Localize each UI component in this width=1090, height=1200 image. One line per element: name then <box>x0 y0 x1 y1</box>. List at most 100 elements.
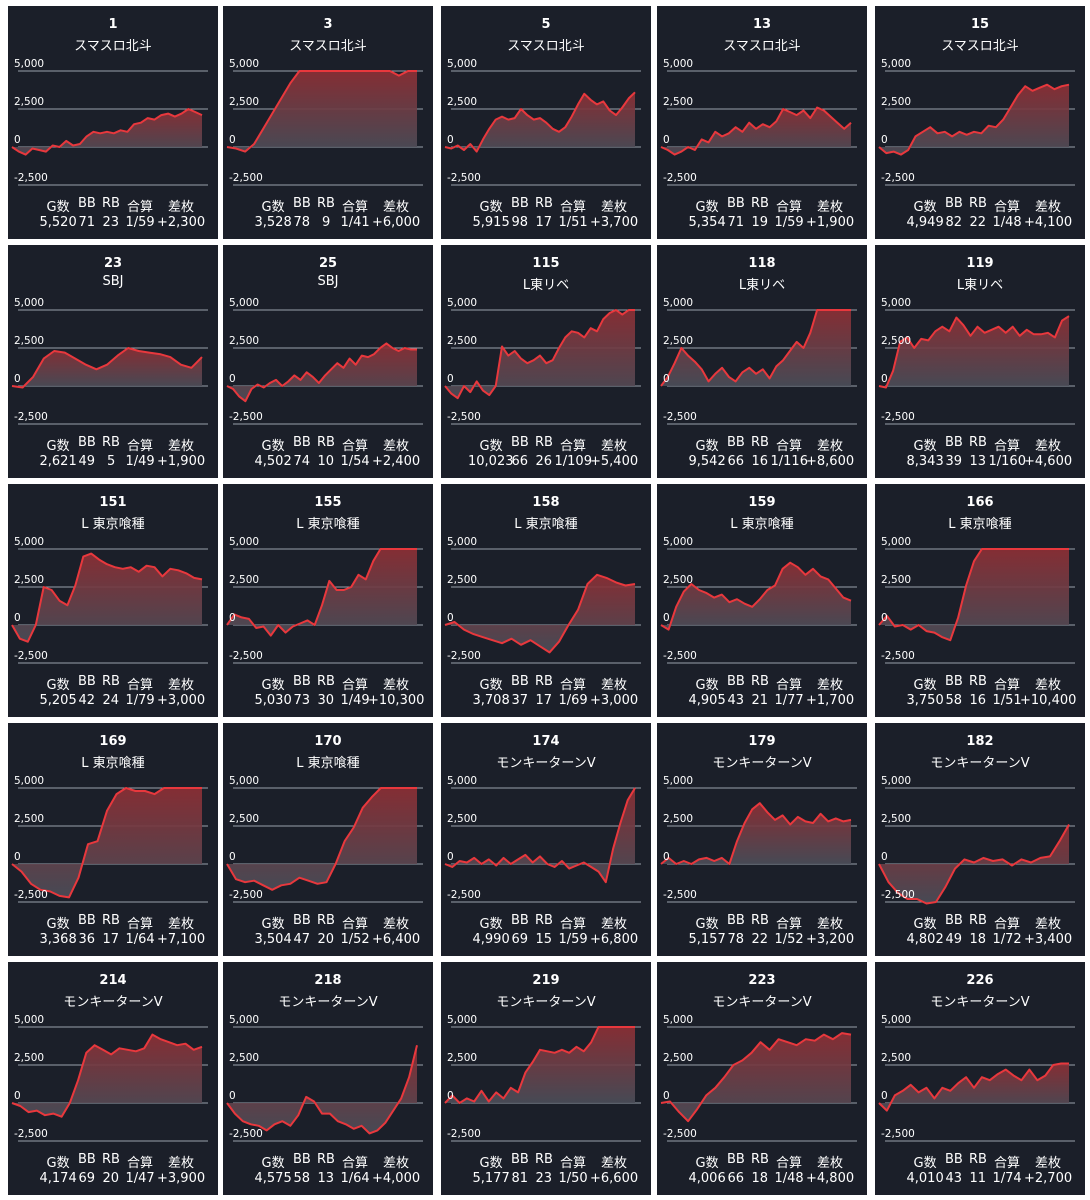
machine-card[interactable]: 115 L東リベ 5,000 2,500 0 -2,500 G数 10,023 BB 66 RB 26… <box>441 245 651 478</box>
machine-card[interactable]: 218 モンキーターンV 5,000 2,500 0 -2,500 G数 4,575 BB 58 R… <box>223 962 433 1195</box>
machine-card[interactable]: 169 L 東京喰種 5,000 2,500 0 -2,500 G数 3,368 BB 36 RB 1… <box>8 723 218 956</box>
diff-line <box>878 1062 1069 1112</box>
stat-value-diff: +10,400 <box>1020 693 1077 708</box>
machine-card[interactable]: 151 L 東京喰種 5,000 2,500 0 -2,500 G数 5,205 BB 42 RB 2… <box>8 484 218 717</box>
stat-value-combined: 1/51 <box>992 693 1022 708</box>
diff-line <box>660 309 851 387</box>
machine-number: 15 <box>970 17 990 32</box>
stat-value-diff: +2,700 <box>1024 1171 1073 1186</box>
stats-table: G数 4,990 BB 69 RB 15 合算 1/59 差枚 +6,800 <box>441 723 651 956</box>
y-tick-label: 5,000 <box>663 297 693 309</box>
machine-card[interactable]: 159 L 東京喰種 5,000 2,500 0 -2,500 G数 4,905 BB 43 RB 2… <box>657 484 867 717</box>
stat-value-combined: 1/64 <box>340 1171 370 1186</box>
y-tick-label: 2,500 <box>14 813 44 825</box>
stat-value-bb: 43 <box>945 1171 963 1186</box>
stats-table: G数 4,010 BB 43 RB 11 合算 1/74 差枚 +2,700 <box>875 962 1085 1195</box>
machine-card[interactable]: 226 モンキーターンV 5,000 2,500 0 -2,500 G数 4,010 BB 43 R… <box>875 962 1085 1195</box>
machine-card[interactable]: 25 SBJ 5,000 2,500 0 -2,500 G数 4,502 BB 74 RB 10 合算 1… <box>223 245 433 478</box>
stat-header-g: G数 <box>46 439 70 454</box>
stat-header-diff: 差枚 <box>383 917 410 932</box>
machine-number: 223 <box>748 973 776 988</box>
stat-value-bb: 49 <box>78 454 96 469</box>
machine-card[interactable]: 158 L 東京喰種 5,000 2,500 0 -2,500 G数 3,708 BB 37 RB 1… <box>441 484 651 717</box>
stat-header-combined: 合算 <box>560 678 587 693</box>
machine-name: L 東京喰種 <box>296 756 360 771</box>
stat-header-combined: 合算 <box>776 917 803 932</box>
diff-chart: 5,000 2,500 0 -2,500 <box>11 297 208 425</box>
stat-value-rb: 17 <box>102 932 120 947</box>
stat-header-bb: BB <box>727 674 745 689</box>
stat-header-combined: 合算 <box>127 200 154 215</box>
stat-value-diff: +6,400 <box>372 932 421 947</box>
machine-card[interactable]: 5 スマスロ北斗 5,000 2,500 0 -2,500 G数 5,915 BB 98 RB 17 合… <box>441 6 651 239</box>
machine-card[interactable]: 223 モンキーターンV 5,000 2,500 0 -2,500 G数 4,006 BB 66 R… <box>657 962 867 1195</box>
machine-number: 3 <box>323 17 333 32</box>
machine-card[interactable]: 174 モンキーターンV 5,000 2,500 0 -2,500 G数 4,990 BB 69 R… <box>441 723 651 956</box>
stat-header-rb: RB <box>751 196 769 211</box>
stat-value-g: 3,750 <box>906 693 944 708</box>
machine-card[interactable]: 170 L 東京喰種 5,000 2,500 0 -2,500 G数 3,504 BB 47 RB 2… <box>223 723 433 956</box>
stat-header-bb: BB <box>293 913 311 928</box>
machine-card[interactable]: 118 L東リベ 5,000 2,500 0 -2,500 G数 9,542 BB 66 RB 16 合… <box>657 245 867 478</box>
machine-card[interactable]: 23 SBJ 5,000 2,500 0 -2,500 G数 2,621 BB 49 RB 5 合算 1/… <box>8 245 218 478</box>
machine-card[interactable]: 13 スマスロ北斗 5,000 2,500 0 -2,500 G数 5,354 BB 71 RB 19… <box>657 6 867 239</box>
stat-header-rb: RB <box>969 1152 987 1167</box>
stat-value-diff: +4,800 <box>806 1171 855 1186</box>
stat-header-rb: RB <box>102 674 120 689</box>
stat-value-combined: 1/109 <box>554 454 592 469</box>
stat-header-bb: BB <box>293 674 311 689</box>
stat-header-g: G数 <box>479 1156 503 1171</box>
stat-value-g: 2,621 <box>39 454 77 469</box>
y-tick-label: 2,500 <box>881 335 911 347</box>
y-tick-label: -2,500 <box>14 172 48 184</box>
y-tick-label: 0 <box>663 134 670 146</box>
stat-value-combined: 1/59 <box>774 215 804 230</box>
machine-card[interactable]: 182 モンキーターンV 5,000 2,500 0 -2,500 G数 4,802 BB 49 R… <box>875 723 1085 956</box>
stat-value-combined: 1/41 <box>340 215 370 230</box>
y-tick-label: 5,000 <box>14 536 44 548</box>
stat-value-bb: 74 <box>293 454 311 469</box>
diff-line <box>11 347 203 389</box>
diff-area <box>445 92 635 152</box>
stat-header-g: G数 <box>479 200 503 215</box>
diff-line <box>226 342 417 403</box>
machine-number: 174 <box>532 734 560 749</box>
machine-card[interactable]: 214 モンキーターンV 5,000 2,500 0 -2,500 G数 4,174 BB 69 R… <box>8 962 218 1195</box>
machine-card[interactable]: 179 モンキーターンV 5,000 2,500 0 -2,500 G数 5,157 BB 78 R… <box>657 723 867 956</box>
y-tick-label: 5,000 <box>881 536 911 548</box>
stat-header-g: G数 <box>46 678 70 693</box>
stat-value-bb: 36 <box>78 932 96 947</box>
machine-name: L 東京喰種 <box>296 517 360 532</box>
machine-card[interactable]: 119 L東リベ 5,000 2,500 0 -2,500 G数 8,343 BB 39 RB 13 合… <box>875 245 1085 478</box>
stat-header-diff: 差枚 <box>1035 1156 1062 1171</box>
stat-value-g: 4,010 <box>906 1171 944 1186</box>
stats-table: G数 5,205 BB 42 RB 24 合算 1/79 差枚 +3,000 <box>8 484 218 717</box>
stat-header-g: G数 <box>46 200 70 215</box>
stat-value-diff: +4,000 <box>372 1171 421 1186</box>
y-tick-label: 2,500 <box>881 813 911 825</box>
stat-header-diff: 差枚 <box>1035 439 1062 454</box>
machine-card[interactable]: 3 スマスロ北斗 5,000 2,500 0 -2,500 G数 3,528 BB 78 RB 9 合算… <box>223 6 433 239</box>
stat-value-combined: 1/160 <box>988 454 1026 469</box>
stat-header-combined: 合算 <box>127 917 154 932</box>
stat-value-rb: 23 <box>102 215 120 230</box>
diff-line <box>444 309 635 400</box>
machine-number: 179 <box>748 734 776 749</box>
diff-line <box>226 787 417 891</box>
machine-card[interactable]: 155 L 東京喰種 5,000 2,500 0 -2,500 G数 5,030 BB 73 RB 3… <box>223 484 433 717</box>
machine-card[interactable]: 219 モンキーターンV 5,000 2,500 0 -2,500 G数 5,177 BB 81 R… <box>441 962 651 1195</box>
stat-header-combined: 合算 <box>776 200 803 215</box>
stat-value-bb: 78 <box>727 932 745 947</box>
stat-header-g: G数 <box>913 678 937 693</box>
stat-value-rb: 20 <box>102 1171 120 1186</box>
stat-header-g: G数 <box>261 439 285 454</box>
machine-card[interactable]: 166 L 東京喰種 5,000 2,500 0 -2,500 G数 3,750 BB 58 RB 1… <box>875 484 1085 717</box>
y-tick-label: 0 <box>447 612 454 624</box>
stat-value-g: 10,023 <box>468 454 514 469</box>
diff-line <box>11 108 203 156</box>
stat-header-g: G数 <box>695 1156 719 1171</box>
stat-header-bb: BB <box>511 196 529 211</box>
machine-card[interactable]: 1 スマスロ北斗 5,000 2,500 0 -2,500 G数 5,520 BB 71 RB 23 合… <box>8 6 218 239</box>
y-tick-label: -2,500 <box>229 172 263 184</box>
machine-card[interactable]: 15 スマスロ北斗 5,000 2,500 0 -2,500 G数 4,949 BB 82 RB 22… <box>875 6 1085 239</box>
